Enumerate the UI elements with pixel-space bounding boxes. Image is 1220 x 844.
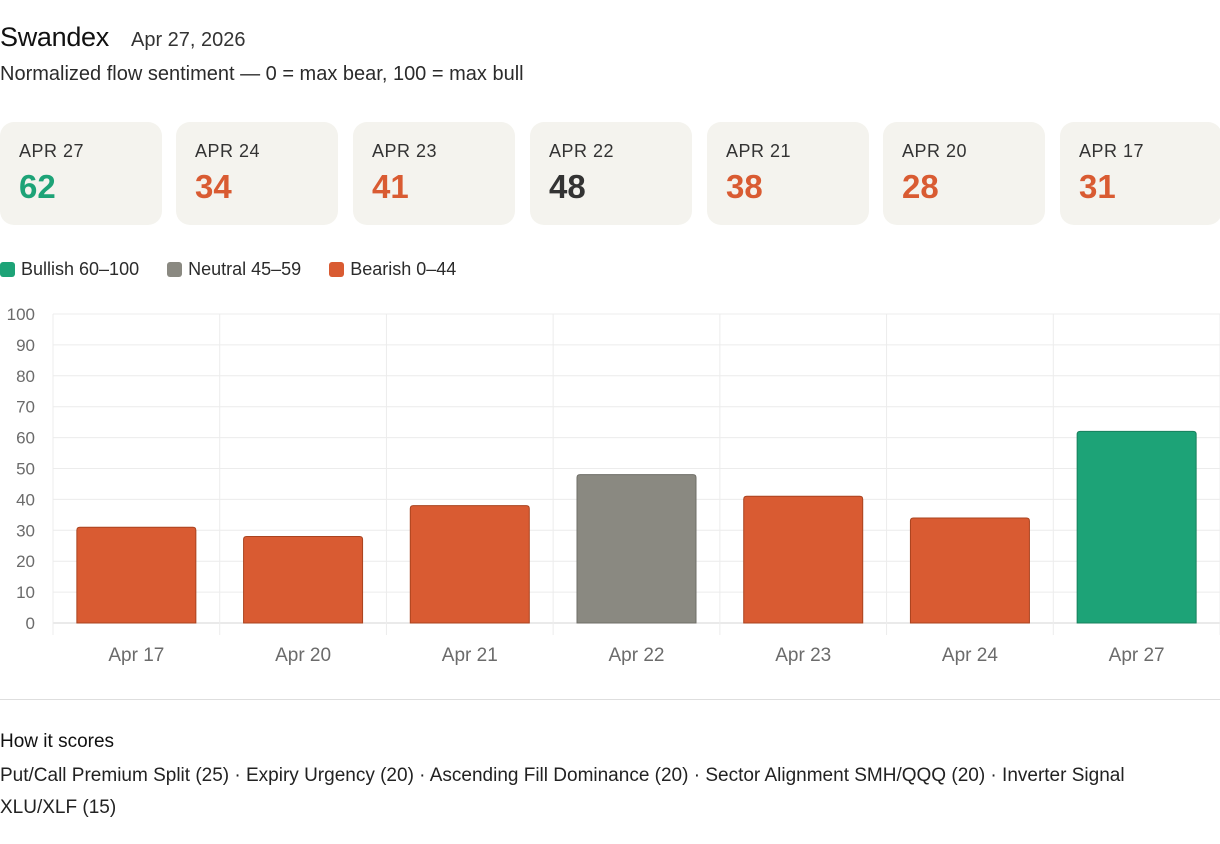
card-date-label: APR 27 [19, 141, 85, 161]
card-score-value: 41 [372, 168, 409, 205]
y-tick-label: 60 [16, 429, 35, 448]
legend-item-bullish: Bullish 60–100 [0, 259, 139, 280]
x-tick-label: Apr 23 [775, 645, 831, 666]
card-date-label: APR 21 [726, 141, 792, 161]
x-tick-label: Apr 17 [108, 645, 164, 666]
legend-item-bearish: Bearish 0–44 [329, 259, 456, 280]
scoring-components: Put/Call Premium Split (25) · Expiry Urg… [0, 765, 1125, 818]
score-card-apr-24: APR 24 34 [176, 122, 338, 225]
legend-swatch [0, 262, 15, 277]
scoring-title: How it scores [0, 731, 115, 752]
y-tick-label: 80 [16, 367, 35, 386]
score-card-apr-20: APR 20 28 [883, 122, 1045, 225]
score-card-apr-27: APR 27 62 [0, 122, 162, 225]
score-card-apr-23: APR 23 41 [353, 122, 515, 225]
score-card-apr-22: APR 22 48 [530, 122, 692, 225]
daily-score-cards: APR 27 62 APR 24 34 APR 23 41 APR 22 48 … [0, 122, 1220, 225]
x-tick-label: Apr 20 [275, 645, 331, 666]
y-tick-label: 70 [16, 398, 35, 417]
header: Swandex Apr 27, 2026 [0, 22, 246, 53]
card-score-value: 62 [19, 168, 56, 205]
legend-label: Bullish 60–100 [21, 259, 140, 279]
legend-item-neutral: Neutral 45–59 [167, 259, 301, 280]
bar-apr-17 [76, 526, 197, 624]
card-score-value: 48 [549, 168, 586, 205]
y-tick-label: 100 [7, 305, 35, 324]
chart-legend: Bullish 60–100 Neutral 45–59 Bearish 0–4… [0, 259, 484, 280]
app-title: Swandex [0, 22, 109, 52]
legend-swatch [329, 262, 345, 277]
y-tick-label: 90 [16, 336, 35, 355]
card-date-label: APR 24 [195, 141, 261, 161]
bar-apr-23 [743, 495, 864, 624]
card-score-value: 31 [1079, 168, 1116, 205]
y-tick-label: 20 [16, 552, 35, 571]
bar-apr-21 [409, 505, 530, 624]
bar-apr-22 [576, 474, 697, 624]
card-score-value: 38 [726, 168, 763, 205]
score-card-apr-21: APR 21 38 [707, 122, 869, 225]
card-date-label: APR 23 [372, 141, 438, 161]
card-date-label: APR 20 [902, 141, 968, 161]
y-tick-label: 10 [16, 583, 35, 602]
sentiment-bar-chart: 0 10 20 30 40 50 60 70 80 90 100 Apr 17 Apr 20 Apr 21… [7, 305, 1220, 666]
bar-apr-20 [243, 535, 364, 624]
y-tick-label: 40 [16, 490, 35, 509]
legend-swatch [167, 262, 183, 277]
card-score-value: 34 [195, 168, 232, 205]
x-tick-label: Apr 27 [1109, 645, 1165, 666]
x-tick-label: Apr 21 [442, 645, 498, 666]
legend-label: Neutral 45–59 [188, 259, 302, 279]
y-tick-label: 0 [26, 614, 35, 633]
bar-apr-27 [1076, 430, 1197, 624]
section-divider [0, 699, 1220, 700]
y-tick-label: 30 [16, 521, 35, 540]
card-date-label: APR 22 [549, 141, 615, 161]
report-date: Apr 27, 2026 [130, 29, 246, 51]
x-tick-label: Apr 22 [609, 645, 665, 666]
card-score-value: 28 [902, 168, 939, 205]
legend-label: Bearish 0–44 [350, 259, 457, 279]
bar-apr-24 [909, 517, 1030, 624]
y-tick-label: 50 [16, 460, 35, 479]
x-tick-label: Apr 24 [942, 645, 998, 666]
card-date-label: APR 17 [1079, 141, 1145, 161]
subtitle: Normalized flow sentiment — 0 = max bear… [0, 63, 524, 85]
score-card-apr-17: APR 17 31 [1060, 122, 1220, 225]
